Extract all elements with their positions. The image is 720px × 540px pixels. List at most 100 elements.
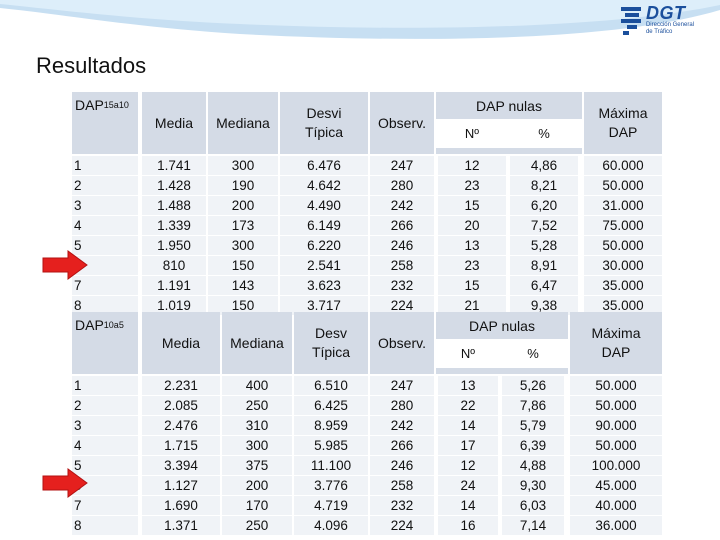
n-value: 21 bbox=[438, 296, 506, 315]
pct-value: 8,21 bbox=[510, 176, 578, 195]
maxima-value: 50.000 bbox=[584, 176, 662, 195]
table-row: 3 2.476 310 8.959 242 14 5,79 90.000 bbox=[72, 416, 662, 435]
n-value: 16 bbox=[438, 516, 498, 535]
maxima-value: 35.000 bbox=[584, 296, 662, 315]
header-media: Media bbox=[142, 312, 220, 374]
maxima-value: 90.000 bbox=[570, 416, 662, 435]
header-pct: % bbox=[510, 121, 578, 146]
row-index: 1 bbox=[72, 376, 138, 395]
desviacion-value: 4.096 bbox=[294, 516, 368, 535]
maxima-value: 50.000 bbox=[584, 236, 662, 255]
desviacion-value: 3.717 bbox=[280, 296, 368, 315]
header-maxima: Máxima DAP bbox=[570, 312, 662, 374]
pct-value: 6,47 bbox=[510, 276, 578, 295]
n-value: 13 bbox=[438, 376, 498, 395]
n-value: 13 bbox=[438, 236, 506, 255]
mediana-value: 300 bbox=[208, 156, 278, 175]
header-dap-nulas: DAP nulas bbox=[436, 312, 568, 339]
table-header: DAP 10a5 Media Mediana Desv Típica Observ.… bbox=[72, 312, 662, 376]
table-row: 8 1.371 250 4.096 224 16 7,14 36.000 bbox=[72, 516, 662, 535]
row-index: 4 bbox=[72, 216, 138, 235]
header-observ: Observ. bbox=[370, 312, 434, 374]
header-desvi: Desv Típica bbox=[294, 312, 368, 374]
highlight-arrow-icon bbox=[42, 468, 88, 498]
pct-value: 5,79 bbox=[502, 416, 564, 435]
media-value: 1.371 bbox=[142, 516, 220, 535]
media-value: 2.085 bbox=[142, 396, 220, 415]
observ-value: 232 bbox=[370, 276, 434, 295]
maxima-value: 35.000 bbox=[584, 276, 662, 295]
row-index: 5 bbox=[72, 456, 138, 475]
logo-brand: DGT bbox=[645, 3, 686, 23]
maxima-value: 36.000 bbox=[570, 516, 662, 535]
header-n: Nº bbox=[438, 121, 506, 146]
table-row: 7 1.690 170 4.719 232 14 6,03 40.000 bbox=[72, 496, 662, 515]
header-dap-nulas: DAP nulas bbox=[436, 92, 582, 119]
logo-subtitle-2: de Tráfico bbox=[645, 29, 673, 35]
header-pct: % bbox=[502, 341, 564, 366]
desviacion-value: 4.490 bbox=[280, 196, 368, 215]
n-value: 12 bbox=[438, 456, 498, 475]
dgt-emblem-icon bbox=[620, 7, 641, 35]
pct-value: 4,88 bbox=[502, 456, 564, 475]
media-value: 1.191 bbox=[142, 276, 206, 295]
n-value: 15 bbox=[438, 276, 506, 295]
desviacion-value: 3.776 bbox=[294, 476, 368, 495]
observ-value: 246 bbox=[370, 236, 434, 255]
desviacion-value: 11.100 bbox=[294, 456, 368, 475]
desviacion-value: 2.541 bbox=[280, 256, 368, 275]
row-index: 3 bbox=[72, 416, 138, 435]
observ-value: 247 bbox=[370, 376, 434, 395]
mediana-value: 170 bbox=[222, 496, 292, 515]
table-label: DAP 10a5 bbox=[72, 312, 138, 374]
table-row: 5 1.950 300 6.220 246 13 5,28 50.000 bbox=[72, 236, 662, 255]
page-title: Resultados bbox=[36, 53, 147, 78]
header-maxima: Máxima DAP bbox=[584, 92, 662, 154]
desviacion-value: 6.220 bbox=[280, 236, 368, 255]
row-index: 8 bbox=[72, 516, 138, 535]
maxima-value: 100.000 bbox=[570, 456, 662, 475]
observ-value: 224 bbox=[370, 516, 434, 535]
pct-value: 6,03 bbox=[502, 496, 564, 515]
media-value: 810 bbox=[142, 256, 206, 275]
table-row: 1 2.231 400 6.510 247 13 5,26 50.000 bbox=[72, 376, 662, 395]
row-index: 4 bbox=[72, 436, 138, 455]
maxima-value: 60.000 bbox=[584, 156, 662, 175]
n-value: 14 bbox=[438, 416, 498, 435]
pct-value: 7,86 bbox=[502, 396, 564, 415]
n-value: 14 bbox=[438, 496, 498, 515]
media-value: 1.741 bbox=[142, 156, 206, 175]
n-value: 23 bbox=[438, 256, 506, 275]
n-value: 20 bbox=[438, 216, 506, 235]
mediana-value: 143 bbox=[208, 276, 278, 295]
pct-value: 5,26 bbox=[502, 376, 564, 395]
row-index: 3 bbox=[72, 196, 138, 215]
maxima-value: 50.000 bbox=[570, 376, 662, 395]
mediana-value: 173 bbox=[208, 216, 278, 235]
pct-value: 9,30 bbox=[502, 476, 564, 495]
media-value: 1.339 bbox=[142, 216, 206, 235]
top-banner bbox=[0, 0, 720, 39]
n-value: 15 bbox=[438, 196, 506, 215]
row-index: 2 bbox=[72, 396, 138, 415]
row-index: 8 bbox=[72, 296, 138, 315]
pct-value: 7,52 bbox=[510, 216, 578, 235]
table-row: 3 1.488 200 4.490 242 15 6,20 31.000 bbox=[72, 196, 662, 215]
n-value: 23 bbox=[438, 176, 506, 195]
desviacion-value: 8.959 bbox=[294, 416, 368, 435]
row-index: 7 bbox=[72, 496, 138, 515]
media-value: 1.690 bbox=[142, 496, 220, 515]
observ-value: 242 bbox=[370, 416, 434, 435]
maxima-value: 75.000 bbox=[584, 216, 662, 235]
row-index: 7 bbox=[72, 276, 138, 295]
media-value: 1.488 bbox=[142, 196, 206, 215]
pct-value: 7,14 bbox=[502, 516, 564, 535]
dgt-logo: DGT Dirección General de Tráfico bbox=[619, 4, 694, 44]
maxima-value: 30.000 bbox=[584, 256, 662, 275]
maxima-value: 50.000 bbox=[570, 436, 662, 455]
results-table-10a5: DAP 10a5 Media Mediana Desv Típica Observ.… bbox=[72, 312, 662, 536]
observ-value: 258 bbox=[370, 476, 434, 495]
media-value: 1.019 bbox=[142, 296, 206, 315]
n-value: 17 bbox=[438, 436, 498, 455]
